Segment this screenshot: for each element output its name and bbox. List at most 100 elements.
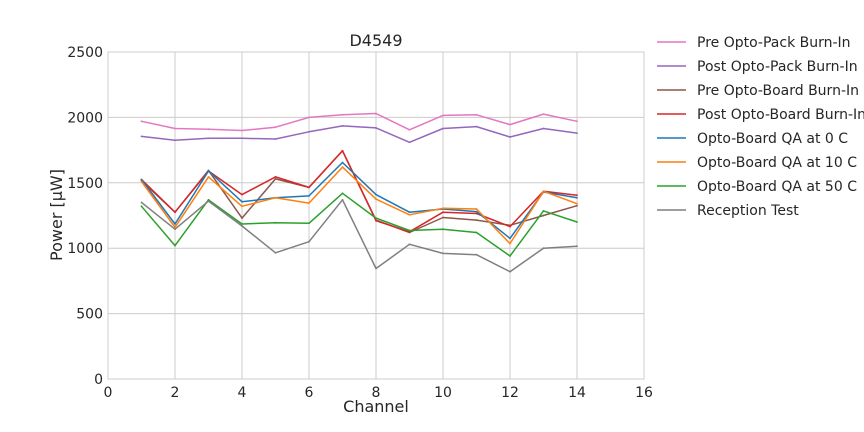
data-point xyxy=(274,176,277,178)
data-point xyxy=(375,112,377,115)
data-point xyxy=(475,219,478,222)
data-point xyxy=(442,207,444,210)
data-point xyxy=(408,230,411,233)
data-point xyxy=(542,247,545,250)
series-7 xyxy=(140,198,578,273)
legend-label: Opto-Board QA at 50 C xyxy=(697,179,857,195)
series-5 xyxy=(140,166,578,245)
data-point xyxy=(308,186,310,189)
data-point xyxy=(408,141,411,144)
y-tick-label: 500 xyxy=(76,307,103,323)
data-point xyxy=(475,208,478,210)
data-point xyxy=(274,126,277,129)
y-tick-label: 1500 xyxy=(67,176,103,192)
data-point xyxy=(375,219,377,222)
data-point xyxy=(408,211,411,214)
x-tick-label: 8 xyxy=(372,385,381,401)
data-point xyxy=(408,213,411,216)
data-point xyxy=(375,267,377,270)
data-point xyxy=(308,195,310,197)
data-point xyxy=(207,198,210,201)
series-line xyxy=(141,199,578,273)
data-point xyxy=(576,204,578,207)
plot-frame xyxy=(107,51,645,380)
data-point xyxy=(375,198,377,201)
y-tick-label: 2000 xyxy=(67,110,103,126)
data-point xyxy=(140,201,143,204)
x-tick-label: 14 xyxy=(568,385,586,401)
data-point xyxy=(241,205,243,208)
legend-item: Pre Opto-Pack Burn-In xyxy=(657,35,851,51)
data-point xyxy=(442,114,444,117)
x-tick-label: 6 xyxy=(305,385,314,401)
data-point xyxy=(442,216,444,219)
tick-labels: 0 2 4 6 8 10 12 14 16 0 500 1000 1500 2000 2500 xyxy=(67,45,653,401)
data-point xyxy=(341,166,344,169)
series-2 xyxy=(140,149,578,234)
y-tick-label: 2500 xyxy=(67,45,103,61)
legend-label: Reception Test xyxy=(697,203,799,219)
data-point xyxy=(140,178,143,181)
x-tick-label: 16 xyxy=(635,385,653,401)
data-point xyxy=(241,137,243,140)
data-point xyxy=(241,225,243,227)
series-line xyxy=(141,112,578,132)
data-point xyxy=(509,123,511,126)
data-point xyxy=(442,127,444,130)
y-tick-label: 0 xyxy=(94,372,103,388)
series-line xyxy=(140,161,578,240)
legend-label: Opto-Board QA at 10 C xyxy=(697,155,857,171)
data-point xyxy=(274,196,277,199)
data-point xyxy=(375,217,377,220)
data-point xyxy=(576,196,578,199)
y-tick-label: 1000 xyxy=(67,241,103,257)
data-point xyxy=(442,252,444,255)
data-point xyxy=(509,225,511,228)
legend-label: Pre Opto-Board Burn-In xyxy=(697,83,859,99)
x-tick-label: 12 xyxy=(501,385,519,401)
data-point xyxy=(174,139,176,142)
series-line xyxy=(141,125,578,144)
legend-item: Reception Test xyxy=(657,203,799,219)
legend-item: Post Opto-Board Burn-In xyxy=(657,107,864,123)
series-line xyxy=(140,150,578,233)
data-point xyxy=(174,127,176,130)
data-point xyxy=(576,245,578,248)
data-point xyxy=(308,116,310,119)
data-point xyxy=(408,229,411,232)
data-point xyxy=(207,176,210,178)
data-point xyxy=(140,135,143,138)
series-6 xyxy=(140,192,578,257)
data-point xyxy=(207,170,210,172)
data-point xyxy=(241,129,243,132)
x-tick-label: 4 xyxy=(238,385,247,401)
data-point xyxy=(308,130,310,133)
data-point xyxy=(174,211,176,214)
chart-title: D4549 xyxy=(349,31,402,50)
series-4 xyxy=(140,161,578,240)
y-axis-title: Power [μW] xyxy=(47,169,66,261)
data-point xyxy=(576,132,578,135)
data-point xyxy=(408,243,411,246)
data-point xyxy=(475,212,478,215)
legend-item: Opto-Board QA at 10 C xyxy=(657,155,857,171)
data-point xyxy=(341,125,344,127)
data-point xyxy=(475,125,478,128)
legend-label: Post Opto-Pack Burn-In xyxy=(697,59,858,75)
data-point xyxy=(241,223,243,225)
x-tick-label: 0 xyxy=(104,385,113,401)
data-point xyxy=(341,113,344,116)
data-point xyxy=(274,138,277,140)
data-point xyxy=(542,214,545,217)
legend-label: Opto-Board QA at 0 C xyxy=(697,131,848,147)
series-line xyxy=(140,166,578,245)
grid xyxy=(107,51,645,380)
data-point xyxy=(241,217,243,220)
series-line xyxy=(140,150,578,234)
x-tick-label: 10 xyxy=(434,385,452,401)
data-point xyxy=(140,120,143,123)
legend-item: Pre Opto-Board Burn-In xyxy=(657,83,859,99)
data-point xyxy=(174,228,176,231)
